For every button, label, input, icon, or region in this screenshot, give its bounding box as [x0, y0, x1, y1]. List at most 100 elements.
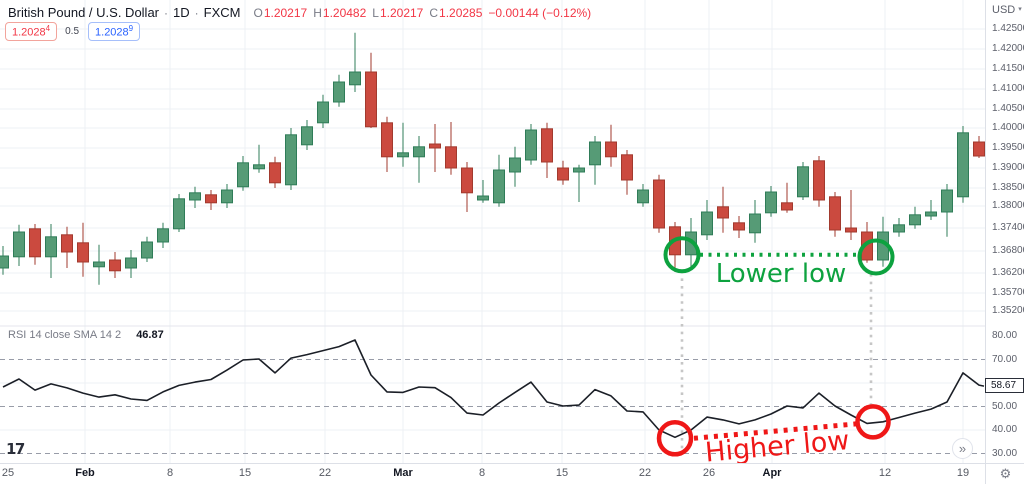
price-axis-label: 1.38500: [992, 182, 1024, 193]
price-axis-label: 1.40000: [992, 122, 1024, 133]
axis-settings-corner: ⚙: [985, 463, 1024, 484]
open-label: O: [253, 6, 263, 20]
candle-body: [605, 141, 617, 158]
candle-body: [797, 166, 809, 198]
candle-body: [253, 164, 265, 170]
candle-body: [397, 152, 409, 158]
price-axis-label: 1.38000: [992, 200, 1024, 211]
candle-body: [285, 134, 297, 186]
change-value: −0.00144 (−0.12%): [488, 6, 592, 20]
candle-body: [189, 192, 201, 201]
candle-body: [653, 179, 665, 229]
buy-price: 1.2028: [95, 26, 129, 39]
rsi-axis-label: 70.00: [992, 353, 1018, 365]
time-axis-label: 22: [318, 467, 332, 479]
exchange[interactable]: FXCM: [203, 5, 241, 20]
time-axis-label: 15: [238, 467, 252, 479]
time-axis[interactable]: 25 Feb 8 15 22 Mar 8 15 22 26 Apr 12 19: [0, 463, 985, 484]
candle-body: [813, 160, 825, 201]
price-axis-label: 1.42500: [992, 23, 1024, 34]
candle-body: [733, 222, 745, 231]
candle-body: [557, 167, 569, 181]
price-axis-label: 1.39500: [992, 142, 1024, 153]
time-axis-label: Apr: [762, 467, 782, 479]
rsi-current-value-box: 58.67: [985, 378, 1024, 394]
sell-price: 1.2028: [12, 26, 46, 39]
symbol-title[interactable]: British Pound / U.S. Dollar: [8, 5, 160, 20]
time-axis-label: 25: [1, 467, 15, 479]
candle-body: [381, 122, 393, 158]
tradingview-logo-icon[interactable]: 17: [6, 440, 25, 458]
close-value: 1.20285: [439, 6, 483, 20]
candle-body: [541, 128, 553, 163]
candle-body: [157, 228, 169, 243]
time-axis-label: 19: [956, 467, 970, 479]
higher-low-dotted-line: [693, 421, 857, 441]
time-axis-label: 12: [878, 467, 892, 479]
timeframe[interactable]: 1D: [173, 5, 190, 20]
candle-body: [61, 234, 73, 253]
candle-body: [45, 236, 57, 258]
candle-body: [589, 141, 601, 166]
price-axis-label: 1.35200: [992, 305, 1024, 316]
candle-body: [221, 189, 233, 204]
rsi-axis-label: 50.00: [992, 400, 1018, 412]
buy-price-badge[interactable]: 1.20289: [88, 22, 141, 41]
candle-body: [29, 228, 41, 258]
candle-body: [781, 202, 793, 211]
price-axis-label: 1.36200: [992, 267, 1024, 278]
candle-body: [237, 162, 249, 188]
double-chevron-right-icon: »: [958, 440, 967, 456]
candle-body: [445, 146, 457, 169]
high-value: 1.20482: [322, 6, 367, 20]
currency-label: USD: [992, 4, 1016, 16]
candle-body: [93, 261, 105, 268]
candle-body: [301, 126, 313, 146]
candle-body: [205, 194, 217, 204]
rsi-axis-label: 40.00: [992, 424, 1018, 435]
price-axis-label: 1.35700: [992, 287, 1024, 298]
price-axis-label: 1.41500: [992, 63, 1024, 74]
candle-body: [941, 189, 953, 213]
candle-body: [141, 241, 153, 259]
low-value: 1.20217: [379, 6, 424, 20]
candle-body: [77, 242, 89, 263]
rsi-axis-label: 80.00: [992, 330, 1018, 341]
open-value: 1.20217: [263, 6, 308, 20]
time-axis-label: 8: [166, 467, 174, 479]
lower-low-circle-2: [857, 238, 895, 276]
candle-body: [749, 213, 761, 234]
candle-body: [925, 211, 937, 217]
rsi-value: 46.87: [136, 329, 164, 341]
lower-low-label: Lower low: [716, 259, 847, 289]
time-axis-label: 22: [638, 467, 652, 479]
collapse-pane-button[interactable]: »: [952, 438, 973, 459]
candle-body: [429, 143, 441, 149]
candle-body: [573, 167, 585, 173]
time-axis-label: 15: [555, 467, 569, 479]
symbol-header: British Pound / U.S. Dollar · 1D · FXCM …: [8, 5, 591, 20]
time-axis-label: 26: [702, 467, 716, 479]
low-label: L: [372, 6, 379, 20]
price-axis-label: 1.37400: [992, 222, 1024, 233]
price-axis-label: 1.40500: [992, 103, 1024, 114]
candle-body: [333, 81, 345, 103]
price-axis-label: 1.42000: [992, 43, 1024, 54]
gear-icon[interactable]: ⚙: [999, 466, 1012, 481]
currency-selector[interactable]: USD ▾: [992, 4, 1022, 16]
lower-low-circle-1: [663, 236, 701, 274]
candle-body: [637, 189, 649, 204]
separator-dot: ·: [194, 6, 199, 20]
candle-body: [893, 224, 905, 233]
candle-body: [717, 206, 729, 219]
sell-price-badge[interactable]: 1.20284: [5, 22, 58, 41]
candle-body: [525, 129, 537, 161]
bid-ask-row: 1.20284 0.5 1.20289: [5, 22, 141, 41]
sell-price-fraction: 4: [45, 24, 51, 33]
rsi-title[interactable]: RSI 14 close SMA 14 2: [8, 329, 122, 341]
candle-body: [957, 132, 969, 198]
price-axis[interactable]: USD ▾ 1.42500 1.42000 1.41500 1.41000 1.4050…: [985, 0, 1024, 463]
price-axis-label: 1.39000: [992, 162, 1024, 173]
